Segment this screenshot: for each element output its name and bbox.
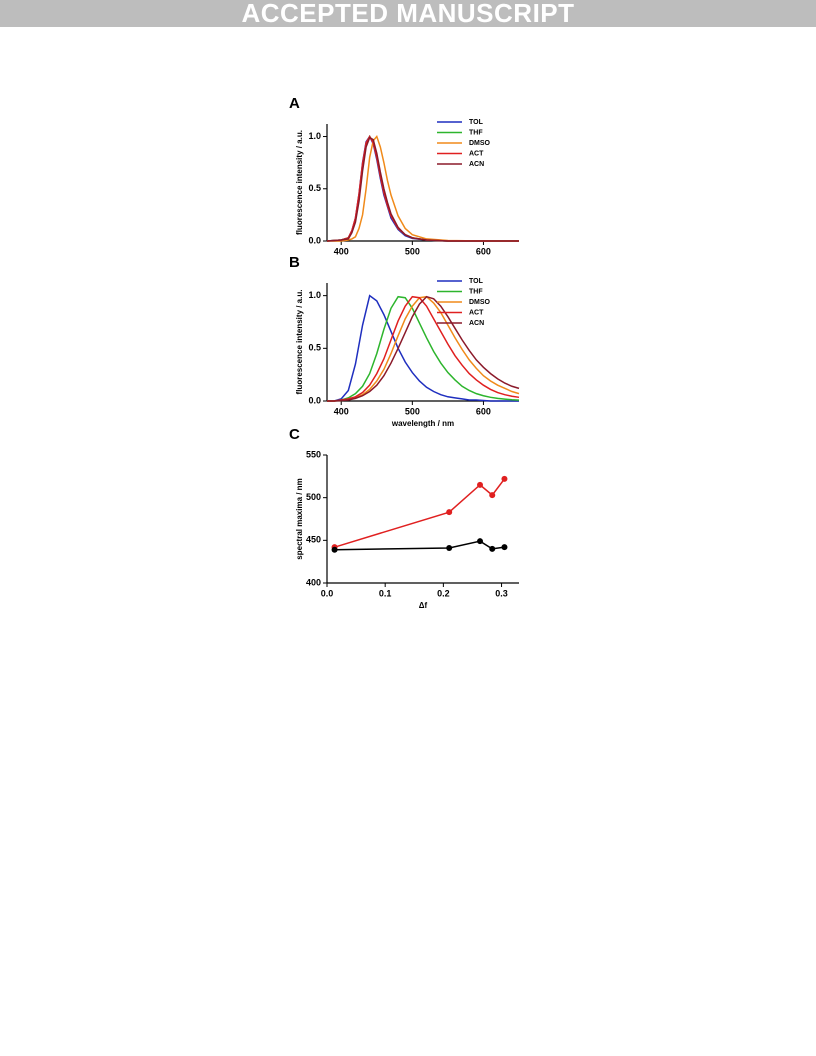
legend-label: DMSO	[469, 140, 491, 147]
point	[446, 509, 453, 516]
point	[331, 546, 338, 553]
x-tick-label: 500	[405, 406, 420, 416]
x-tick-label: 600	[476, 406, 491, 416]
legend-label: TOL	[469, 119, 484, 126]
point	[489, 492, 496, 499]
legend-label: ACN	[469, 320, 484, 327]
panel-label: C	[289, 426, 300, 443]
point	[477, 538, 484, 545]
y-tick-label: 500	[306, 492, 321, 502]
x-tick-label: 0.0	[321, 588, 334, 598]
point	[501, 544, 508, 551]
x-axis-label: Δf	[419, 601, 428, 610]
y-tick-label: 400	[306, 577, 321, 587]
banner: ACCEPTED MANUSCRIPT	[0, 0, 816, 27]
x-tick-label: 400	[334, 406, 349, 416]
point	[501, 475, 508, 482]
y-tick-label: 1.0	[308, 131, 321, 141]
y-tick-label: 450	[306, 535, 321, 545]
legend-label: THF	[469, 129, 483, 136]
y-tick-label: 0.5	[308, 343, 321, 353]
legend-label: DMSO	[469, 299, 491, 306]
legend-label: ACT	[469, 150, 484, 157]
y-axis-label: fluorescence intensity / a.u.	[295, 130, 304, 235]
point	[446, 545, 453, 552]
series-line	[326, 135, 519, 242]
series-line	[327, 295, 520, 402]
x-tick-label: 400	[334, 246, 349, 256]
x-tick-label: 0.1	[379, 588, 392, 598]
x-axis-label: wavelength / nm	[391, 419, 454, 428]
x-tick-label: 0.3	[495, 588, 508, 598]
y-tick-label: 0.0	[308, 235, 321, 245]
series-line	[327, 294, 519, 402]
panel-label: A	[289, 95, 300, 112]
series-line	[326, 135, 519, 242]
x-tick-label: 0.2	[437, 588, 450, 598]
y-tick-label: 0.0	[308, 395, 321, 405]
y-tick-label: 550	[306, 449, 321, 459]
series-line	[334, 478, 506, 548]
y-axis-label: spectral maxima / nm	[295, 478, 304, 559]
legend-label: TOL	[469, 278, 484, 285]
x-tick-label: 500	[405, 246, 420, 256]
series-line	[327, 295, 520, 402]
legend-label: ACN	[469, 161, 484, 168]
legend-label: THF	[469, 288, 483, 295]
panel-label: B	[289, 254, 300, 271]
series-line	[327, 295, 520, 402]
series-line	[326, 135, 519, 242]
y-tick-label: 1.0	[308, 290, 321, 300]
series-line	[326, 136, 519, 242]
series-line	[327, 295, 520, 402]
y-axis-label: fluorescence intensity / a.u.	[295, 290, 304, 395]
y-tick-label: 0.5	[308, 183, 321, 193]
series-line	[327, 135, 519, 242]
x-tick-label: 600	[476, 246, 491, 256]
point	[477, 481, 484, 488]
legend-label: ACT	[469, 309, 484, 316]
point	[489, 545, 496, 552]
